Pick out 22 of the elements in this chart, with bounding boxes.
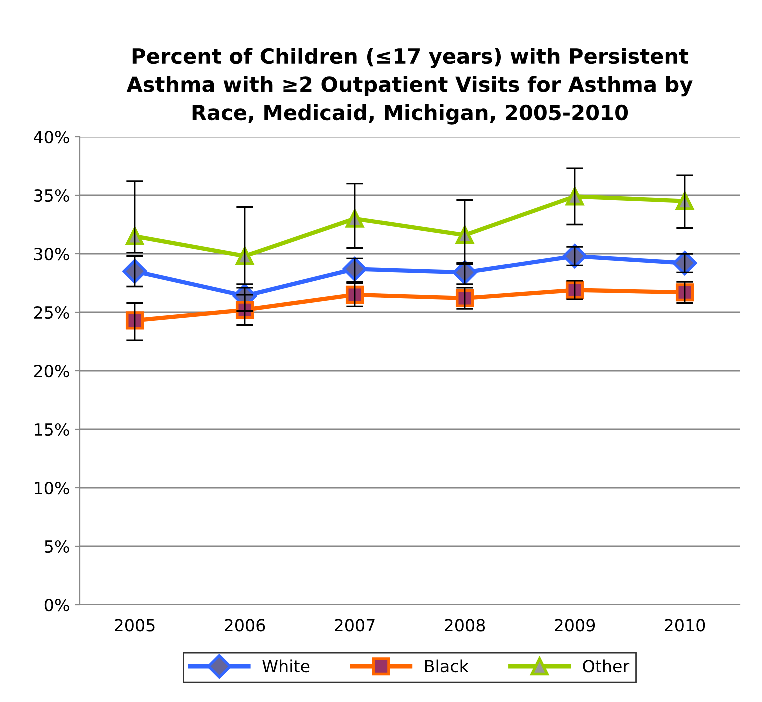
chart-title: Percent of Children (≤17 years) with Persistent Asthma with ≥2 Outpatient Visits for Asthma by Race, Medicaid, Michigan, 2005-2010 <box>126 48 693 125</box>
x-tick-label: 2009 <box>555 619 596 632</box>
x-tick-label: 2010 <box>665 619 706 632</box>
y-tick-label: 30% <box>34 248 70 261</box>
y-tick-label: 5% <box>45 540 70 554</box>
x-tick-label: 2006 <box>225 619 266 632</box>
y-tick-label: 15% <box>35 423 70 436</box>
point <box>122 259 148 284</box>
y-tick-label: 25% <box>34 306 70 320</box>
point <box>346 286 364 304</box>
point <box>126 312 144 330</box>
y-tick-label: 40% <box>34 130 70 144</box>
legend-label: White <box>262 660 310 673</box>
legend-label: Other <box>583 660 630 673</box>
y-tick-label: 20% <box>34 364 70 378</box>
x-tick-label: 2008 <box>445 619 486 632</box>
legend-label: Black <box>425 660 469 673</box>
y-tick-label: 35% <box>34 189 70 202</box>
x-tick-label: 2007 <box>335 619 375 632</box>
y-tick-label: 0% <box>44 598 70 612</box>
y-tick-label: 10% <box>35 482 70 495</box>
x-tick-label: 2005 <box>115 619 155 632</box>
